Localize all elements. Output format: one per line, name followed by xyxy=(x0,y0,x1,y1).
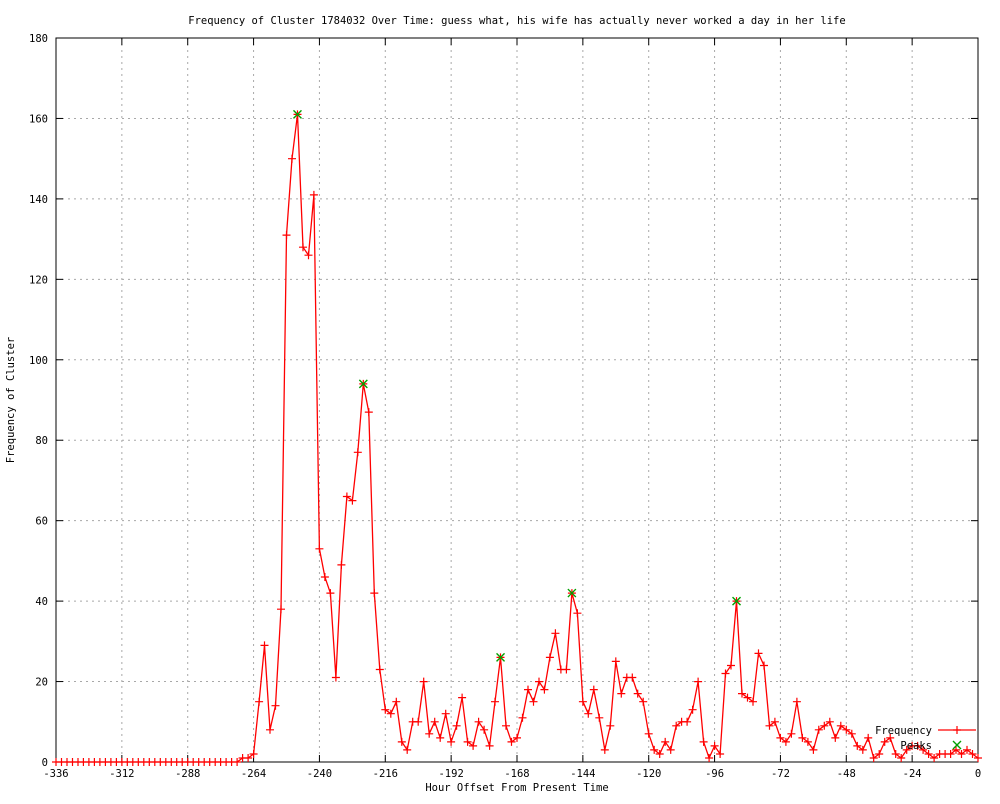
legend: Frequency Peaks xyxy=(875,725,976,752)
y-tick-label: 160 xyxy=(29,113,48,125)
x-tick-label: -168 xyxy=(504,768,529,780)
y-tick-label: 0 xyxy=(42,757,48,769)
legend-frequency-sample-icon xyxy=(938,726,976,734)
x-tick-label: -216 xyxy=(373,768,398,780)
y-axis-label: Frequency of Cluster xyxy=(5,337,17,463)
x-tick-label: -312 xyxy=(109,768,134,780)
x-tick-label: -48 xyxy=(837,768,856,780)
x-tick-label: -336 xyxy=(43,768,68,780)
y-tick-label: 20 xyxy=(35,677,48,689)
y-tick-label: 120 xyxy=(29,274,48,286)
x-tick-label: -96 xyxy=(705,768,724,780)
x-tick-label: -192 xyxy=(438,768,463,780)
x-tick-label: -288 xyxy=(175,768,200,780)
legend-peaks-cross-icon xyxy=(952,740,962,750)
y-tick-label: 80 xyxy=(35,435,48,447)
x-axis-label: Hour Offset From Present Time xyxy=(425,782,608,794)
frequency-line xyxy=(56,114,979,763)
frequency-point-markers xyxy=(52,110,982,766)
y-tick-label: 60 xyxy=(35,516,48,528)
x-tick-label: -24 xyxy=(903,768,922,780)
frequency-series xyxy=(52,110,982,766)
y-tick-label: 100 xyxy=(29,355,48,367)
y-tick-label: 140 xyxy=(29,194,48,206)
legend-frequency-plus-icon xyxy=(953,726,961,734)
y-tick-label: 180 xyxy=(29,33,48,45)
x-tick-label: -240 xyxy=(307,768,332,780)
x-tick-label: -144 xyxy=(570,768,595,780)
y-tick-label: 40 xyxy=(35,596,48,608)
legend-label-frequency: Frequency xyxy=(875,725,932,737)
chart-title: Frequency of Cluster 1784032 Over Time: … xyxy=(188,15,845,27)
x-tick-label: -120 xyxy=(636,768,661,780)
peak-cross-markers xyxy=(292,109,742,662)
x-tick-label: -264 xyxy=(241,768,266,780)
legend-peaks-sample-icon xyxy=(952,740,962,750)
peak-markers xyxy=(292,109,742,662)
axes-and-ticks: -336 -312 -288 -264 -240 -216 -192 -168 -144 -120… xyxy=(29,33,981,780)
x-tick-label: 0 xyxy=(975,768,981,780)
legend-label-peaks: Peaks xyxy=(900,740,932,752)
grid-lines xyxy=(55,37,979,763)
x-tick-label: -72 xyxy=(771,768,790,780)
